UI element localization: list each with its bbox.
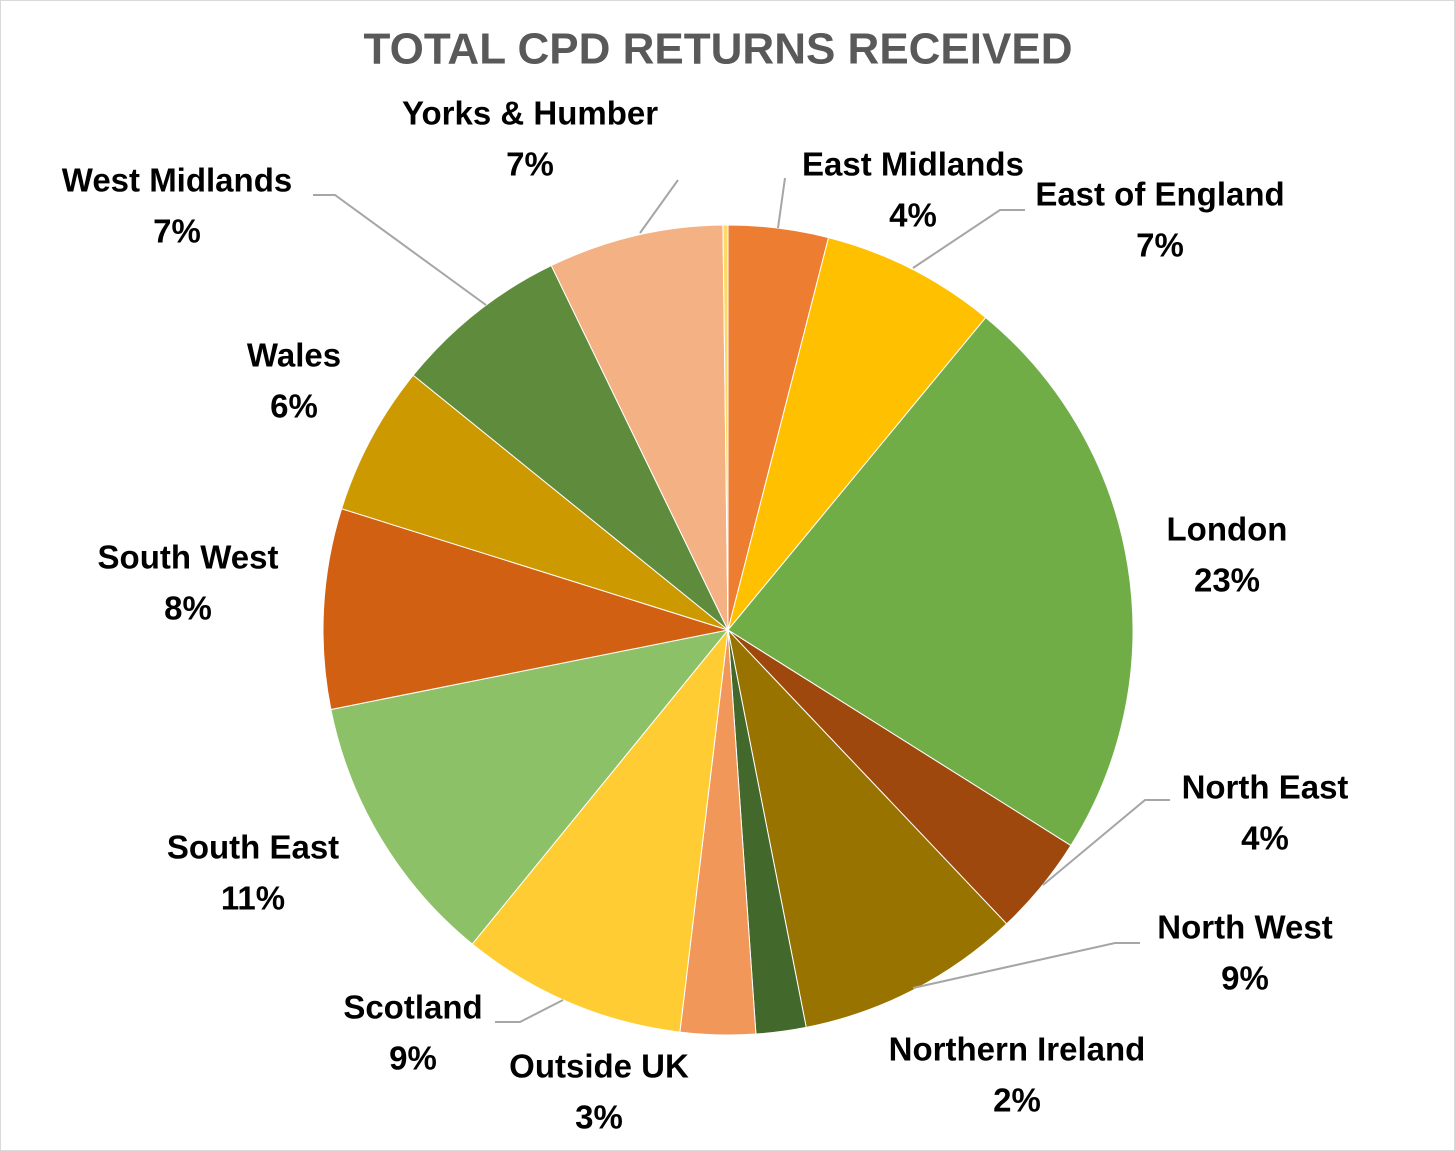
value-label: 4% [889,197,937,234]
slice-label: Wales [247,337,341,374]
leader-line [313,194,487,306]
pie-slice [322,508,729,711]
value-label: 4% [1241,820,1289,857]
slice-label: North East [1182,769,1349,806]
value-label: 7% [1136,227,1184,264]
slice-label: Outside UK [509,1048,689,1085]
value-label: 23% [1194,562,1260,599]
value-label: 8% [164,590,212,627]
slice-label: Yorks & Humber [402,95,658,132]
value-label: 3% [575,1099,623,1136]
leader-line [777,177,786,229]
pie-slice [722,224,729,631]
pie-slice [330,629,730,945]
value-label: 11% [221,880,285,917]
slice-label: East Midlands [802,146,1024,183]
slice-label: South West [98,539,279,576]
value-label: 6% [270,388,318,425]
value-label: 7% [506,146,554,183]
slice-label: North West [1157,909,1332,946]
pie-slice [340,374,729,631]
leader-line [639,179,679,234]
slice-label: West Midlands [62,162,292,199]
slice-label: Northern Ireland [889,1031,1146,1068]
slice-label: Scotland [343,989,482,1026]
leader-line [1042,799,1170,886]
pie-slice [727,316,1134,847]
pie-slice [550,224,729,631]
slice-label: South East [167,829,339,866]
leader-line [912,209,1025,269]
pie-slice [412,264,729,631]
value-label: 9% [1221,960,1269,997]
leader-line [495,999,564,1023]
value-label: 2% [993,1082,1041,1119]
value-label: 7% [153,213,201,250]
pie-slice [727,237,987,631]
slice-label: London [1167,511,1288,548]
slice-label: East of England [1035,176,1284,213]
chart-title: TOTAL CPD RETURNS RECEIVED [364,25,1073,74]
pie-slice [471,628,729,1033]
pie-slice [727,628,1008,1028]
value-label: 9% [389,1040,437,1077]
leader-line [912,942,1140,989]
